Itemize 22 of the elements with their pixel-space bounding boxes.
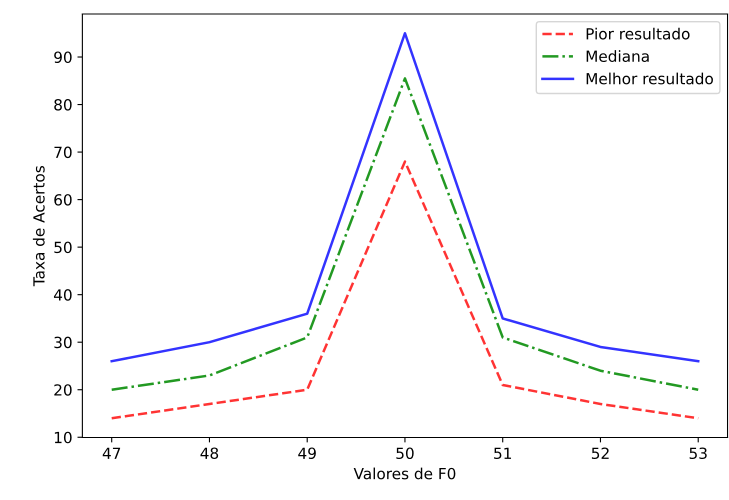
- y-tick-label: 50: [54, 242, 72, 254]
- line-series: [110, 160, 700, 420]
- y-tick-label: 90: [54, 51, 72, 64]
- x-tick-label: 51: [494, 448, 512, 460]
- x-tick-label: 47: [102, 448, 120, 459]
- y-tick-label: 70: [54, 146, 72, 158]
- x-tick-label: 50: [396, 447, 414, 460]
- x-tick-label: 49: [298, 447, 316, 460]
- y-tick-label: 80: [54, 99, 72, 111]
- x-axis-title: Valores de F0: [354, 468, 456, 480]
- x-tick-label: 53: [690, 447, 707, 460]
- y-tick-label: 30: [54, 336, 72, 348]
- x-tick-label: 48: [200, 447, 218, 460]
- legend-label: Melhor resultado: [586, 72, 713, 84]
- y-tick-label: 40: [54, 289, 72, 301]
- y-tick-label: 10: [54, 432, 72, 444]
- legend-label: Mediana: [586, 50, 649, 62]
- y-axis-title: Taxa de Acertos: [32, 166, 45, 286]
- x-tick-label: 52: [592, 447, 609, 460]
- legend-label: Pior resultado: [586, 28, 690, 40]
- y-tick-label: 20: [54, 384, 72, 396]
- y-tick-label: 60: [54, 194, 72, 206]
